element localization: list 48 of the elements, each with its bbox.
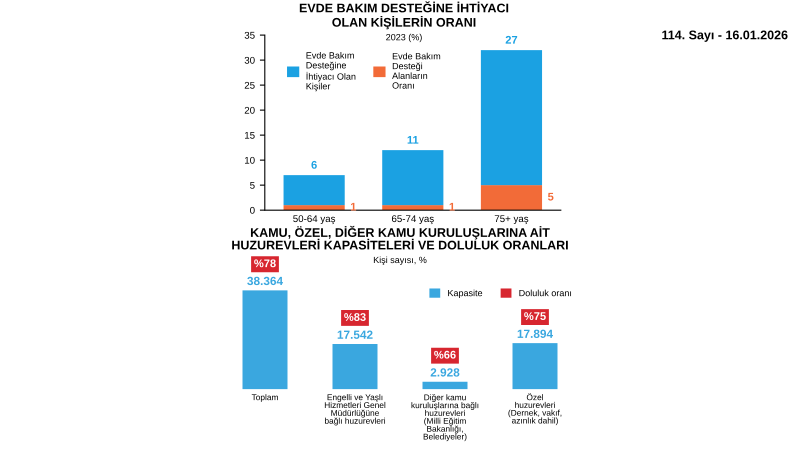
bar bbox=[512, 343, 558, 390]
legend-label: Doluluk oranı bbox=[519, 290, 572, 296]
bar bbox=[422, 382, 468, 390]
chart-subtitle: Kişi sayısı, % bbox=[374, 256, 427, 265]
annotation: %78 bbox=[254, 259, 276, 268]
text: 114. Sayı - 16.01.2026 bbox=[662, 30, 788, 42]
data-label: 11 bbox=[408, 136, 418, 144]
bar bbox=[480, 50, 542, 186]
data-label: 38.364 bbox=[247, 276, 283, 286]
data-label: 27 bbox=[506, 36, 518, 44]
data-label: 5 bbox=[548, 192, 554, 201]
data-label: 1 bbox=[350, 202, 356, 211]
x-tick-label: 50-64 yaş bbox=[293, 215, 336, 224]
x-tick-label: Engelli ve Yaşlı Hizmetleri Genel Müdürlüğüne bağlı huzurevleri bbox=[324, 394, 386, 426]
data-label: 2.928 bbox=[430, 368, 460, 377]
bar bbox=[242, 290, 288, 390]
y-tick-label: 0 bbox=[250, 206, 255, 214]
x-tick-label: Toplam bbox=[252, 394, 278, 402]
legend-label: Evde Bakım Desteği Alanların Oranı bbox=[392, 52, 440, 89]
bar bbox=[332, 344, 378, 390]
y-tick-label: 25 bbox=[244, 82, 255, 89]
y-tick-label: 5 bbox=[250, 182, 255, 189]
bar bbox=[284, 175, 345, 206]
chart-title: KAMU, ÖZEL, DİĞER KAMU KURULUŞLARINA AİT HUZUREVLERİ KAPASİTELERİ VE DOLULUK ORANLARI bbox=[232, 226, 568, 250]
chart-subtitle: 2023 (%) bbox=[386, 34, 422, 42]
y-tick-label: 15 bbox=[245, 132, 255, 139]
bar bbox=[284, 205, 345, 210]
x-tick-label: 75+ yaş bbox=[494, 215, 528, 224]
chart-title: EVDE BAKIM DESTEĞİNE İHTİYACI OLAN KİŞİLERİN ORANI bbox=[300, 1, 508, 30]
bar bbox=[382, 150, 444, 206]
data-label: 17.542 bbox=[338, 330, 373, 339]
x-tick-label: Özel huzurevleri (Dernek, vakıf, azınlık dahil) bbox=[508, 393, 562, 426]
bar bbox=[480, 185, 542, 210]
data-label: 17.894 bbox=[518, 330, 553, 338]
data-label: 1 bbox=[450, 202, 455, 211]
legend-label: Evde Bakım Desteğine İhtiyacı Olan Kişiler bbox=[306, 52, 356, 92]
x-tick-label: Diğer kamu kuruluşlarına bağlı huzurevleri (Milli Eğitim Bakanlığı, Belediyeler) bbox=[412, 394, 478, 442]
data-label: 6 bbox=[311, 160, 317, 169]
bar bbox=[382, 205, 444, 210]
annotation: %75 bbox=[524, 312, 546, 320]
annotation: %83 bbox=[344, 313, 366, 321]
annotation: %66 bbox=[434, 350, 456, 359]
x-tick-label: 65-74 yaş bbox=[392, 215, 434, 224]
y-tick-label: 20 bbox=[244, 106, 255, 114]
legend-label: Kapasite bbox=[448, 290, 482, 298]
y-tick-label: 35 bbox=[244, 32, 255, 39]
y-tick-label: 30 bbox=[244, 56, 255, 64]
y-tick-label: 10 bbox=[245, 156, 255, 164]
